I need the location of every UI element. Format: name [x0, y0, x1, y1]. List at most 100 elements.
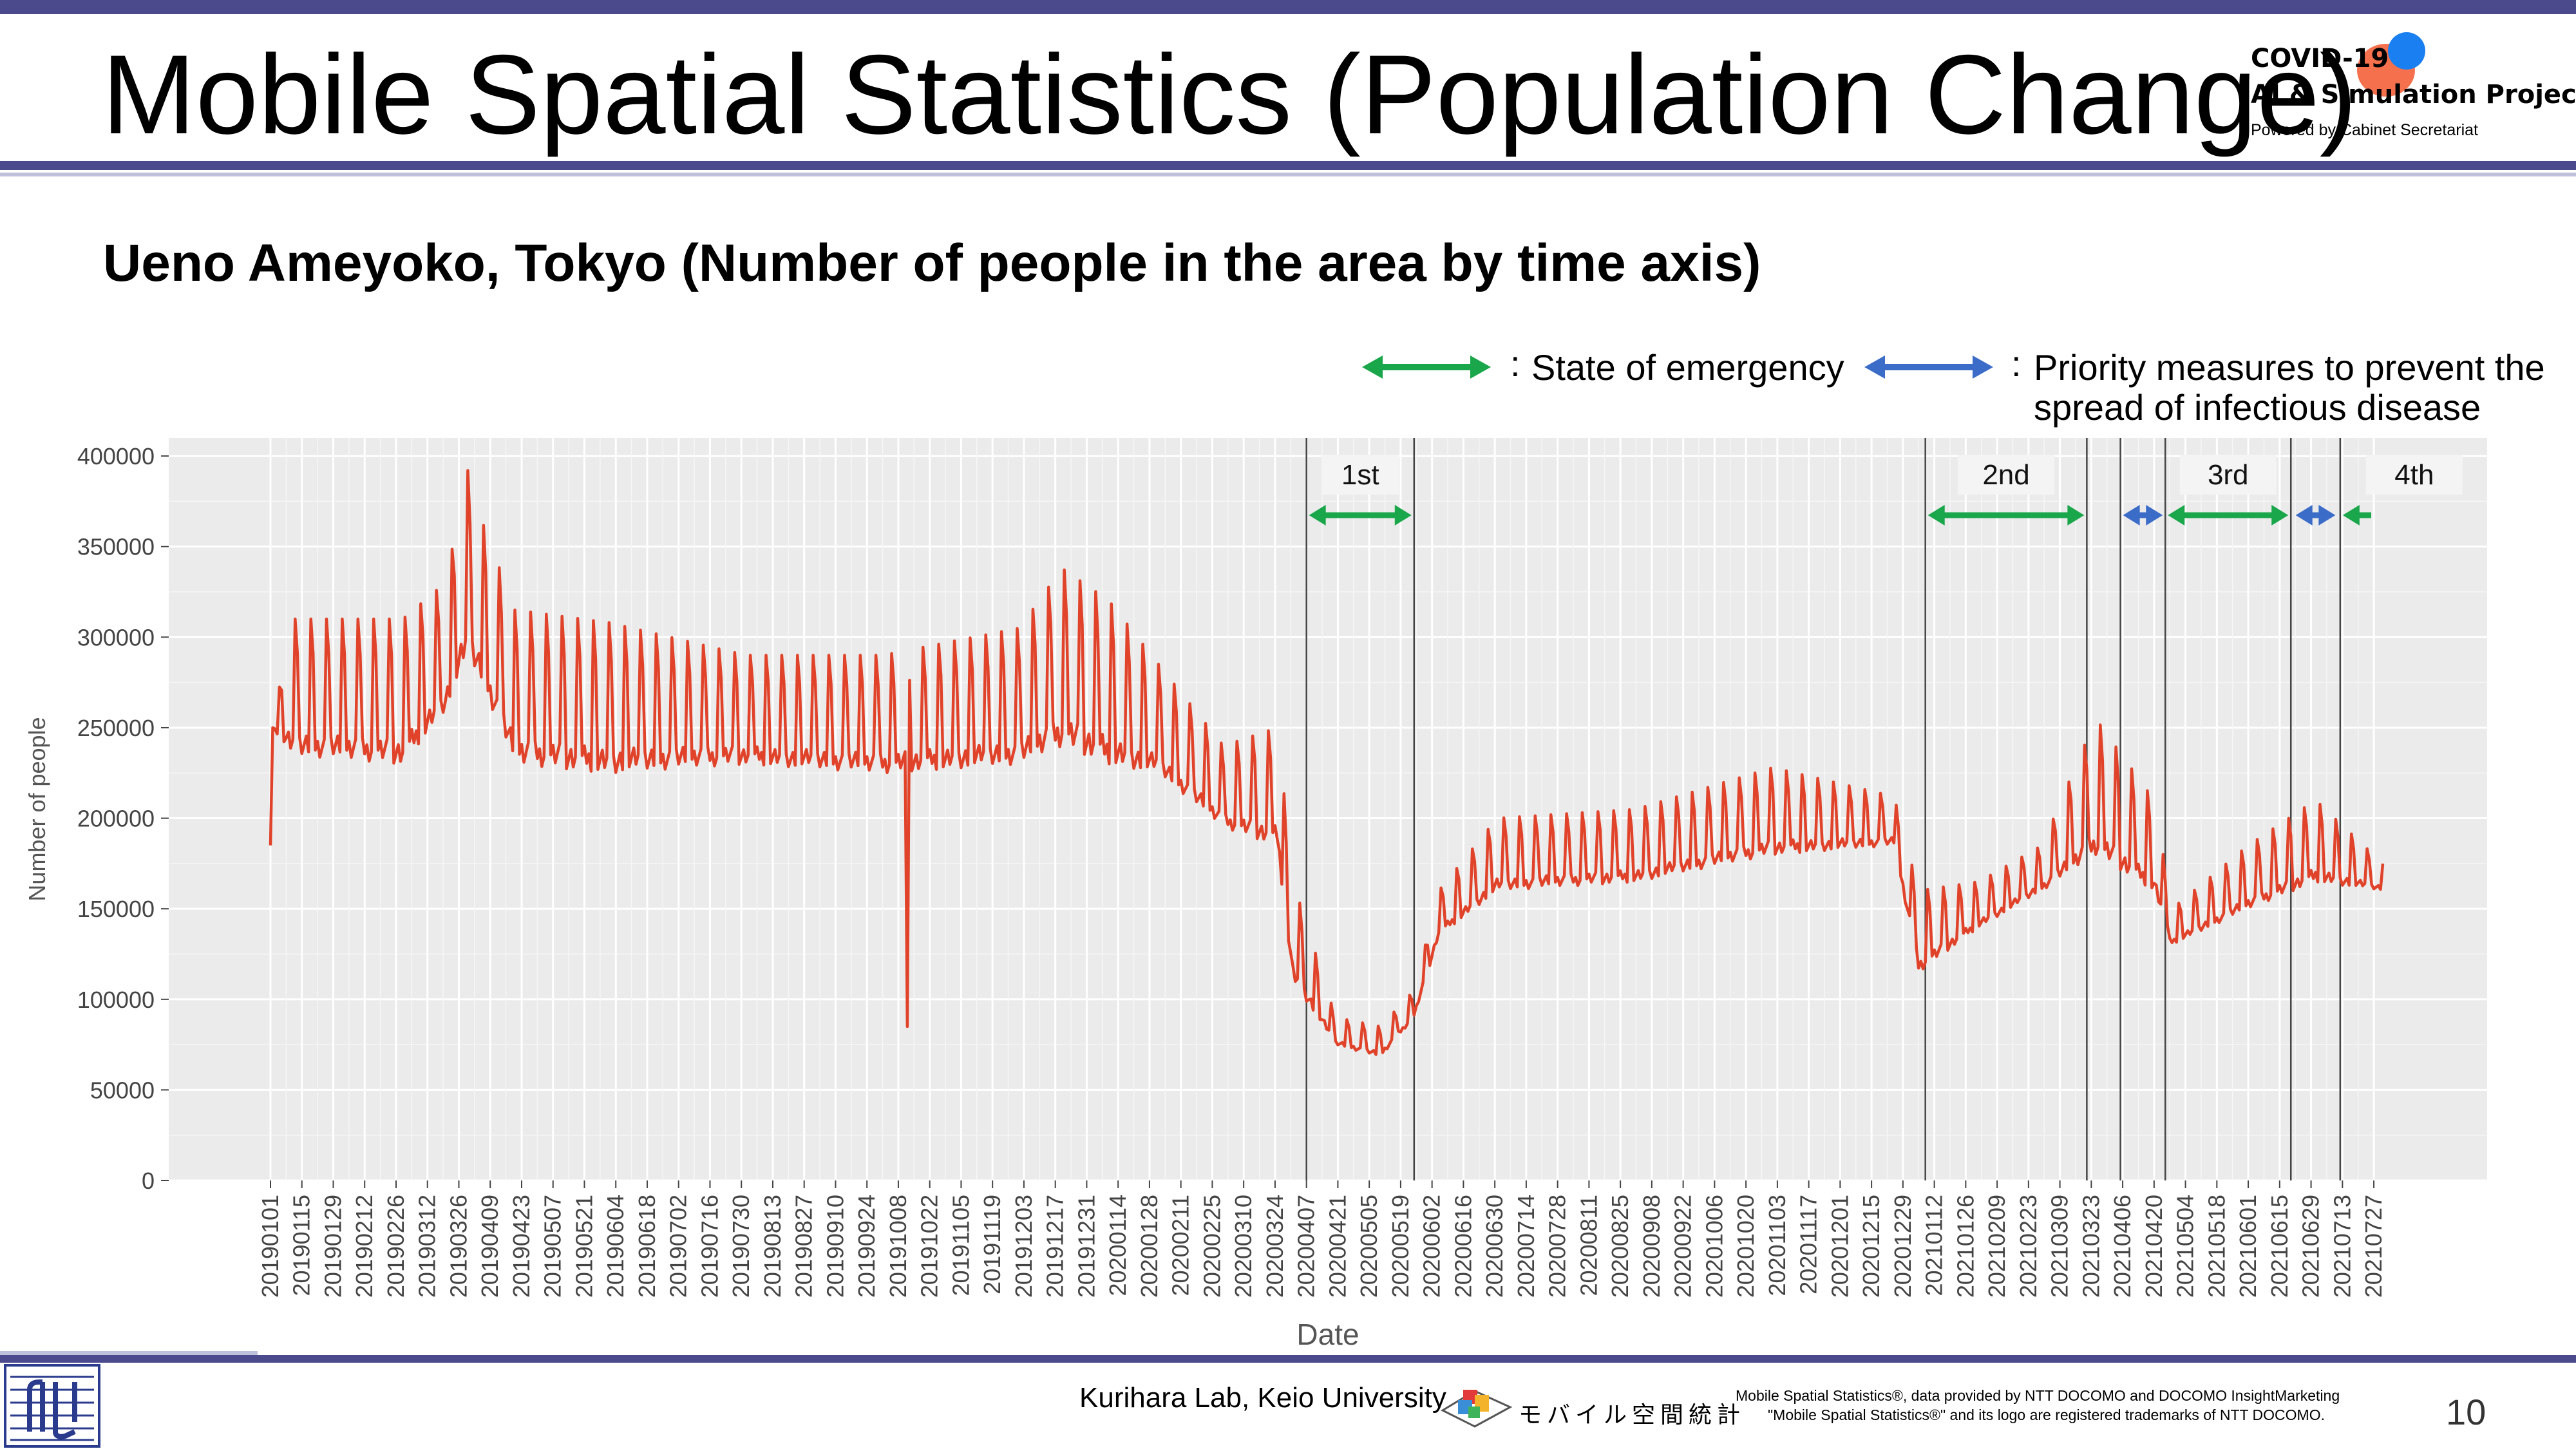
- phase-label-box: [2179, 455, 2277, 495]
- phase-arrow-head-left: [1309, 505, 1326, 526]
- x-axis-label: Date: [1296, 1318, 1359, 1351]
- x-tick-label: 20200505: [1356, 1195, 1382, 1298]
- x-tick-label: 20190226: [383, 1195, 409, 1298]
- phase-arrow-head-right: [2271, 505, 2289, 526]
- phase-arrow-3rd: [2168, 505, 2289, 526]
- logo-line-2: AI & Simulation Project: [2251, 80, 2576, 109]
- x-tick-label: 20190129: [319, 1195, 346, 1298]
- x-tick-label: 20210504: [2172, 1195, 2199, 1298]
- phase-label-3rd: 3rd: [2208, 459, 2249, 491]
- phase-arrow-priority: [2123, 505, 2163, 526]
- x-tick-label: 20200811: [1575, 1195, 1602, 1296]
- legend-colon-1: :: [1510, 343, 1520, 384]
- x-tick-label: 20210713: [2329, 1195, 2355, 1298]
- title-underline: [0, 161, 2576, 170]
- legend-priority-label-1: Priority measures to prevent the: [2034, 347, 2545, 388]
- x-tick-label: 20210323: [2078, 1195, 2104, 1298]
- priority-arrow-icon: [1864, 355, 1993, 379]
- y-axis: 0 50000 100000 150000 200000 250000 300000 3500…: [77, 443, 169, 1194]
- x-tick-label: 20201201: [1826, 1195, 1853, 1298]
- x-tick-label: 20200728: [1544, 1195, 1571, 1298]
- y-tick-label: 350000: [77, 534, 155, 560]
- title-underline-light: [0, 173, 2576, 176]
- x-tick-label: 20200407: [1293, 1195, 1320, 1298]
- x-tick-label: 20200714: [1513, 1195, 1539, 1298]
- legend-priority-label-2: spread of infectious disease: [2034, 387, 2481, 428]
- x-tick-label: 20190827: [791, 1195, 817, 1298]
- x-tick-label: 20200908: [1638, 1195, 1665, 1298]
- x-tick-label: 20210601: [2235, 1195, 2261, 1298]
- y-axis-label: Number of people: [24, 717, 50, 901]
- emergency-arrow-icon: [1362, 355, 1491, 379]
- x-tick-label: 20201006: [1701, 1195, 1727, 1298]
- x-tick-label: 20200225: [1198, 1195, 1225, 1298]
- phase-markers: 1st 2nd 3rd 4th: [1305, 438, 2463, 1180]
- x-tick-label: 20200324: [1262, 1195, 1288, 1298]
- logo-line-3: Powered by Cabinet Secretariat: [2251, 121, 2478, 139]
- mobile-spatial-statistics-jp: モバイル空間統計: [1519, 1402, 1746, 1428]
- x-tick-label: 20201215: [1858, 1195, 1884, 1298]
- x-tick-label: 20191022: [916, 1195, 943, 1298]
- phase-arrow-priority: [2295, 505, 2336, 526]
- x-tick-label: 20191217: [1042, 1195, 1068, 1298]
- phase-label-box: [2365, 455, 2463, 495]
- y-tick-label: 50000: [90, 1077, 155, 1103]
- phase-arrow-head-right: [1394, 505, 1412, 526]
- x-tick-label: 20191231: [1073, 1195, 1099, 1298]
- x-tick-label: 20210615: [2266, 1195, 2293, 1298]
- phase-arrow-head-left: [2342, 505, 2360, 526]
- footer-bar-light: [0, 1351, 258, 1355]
- x-tick-label: 20190312: [414, 1195, 440, 1298]
- phase-label-1st: 1st: [1341, 459, 1379, 491]
- y-tick-label: 300000: [77, 624, 155, 650]
- phase-label-box: [1958, 455, 2055, 495]
- x-tick-label: 20201103: [1764, 1195, 1790, 1296]
- x-tick-label: 20191119: [979, 1195, 1005, 1294]
- x-tick-label: 20190521: [571, 1195, 597, 1298]
- lab-name: Kurihara Lab, Keio University: [1079, 1382, 1446, 1414]
- phase-arrow-head-right: [2146, 505, 2163, 526]
- x-tick-label: 20190813: [759, 1195, 786, 1298]
- footer-bar: [0, 1355, 2576, 1363]
- x-tick-label: 20200630: [1481, 1195, 1508, 1298]
- x-tick-label: 20200922: [1670, 1195, 1696, 1298]
- phase-arrow-2nd: [1927, 505, 2085, 526]
- x-tick-label: 20210406: [2109, 1195, 2136, 1298]
- x-tick-label: 20201229: [1889, 1195, 1916, 1298]
- phase-arrow-head-right: [2318, 505, 2336, 526]
- x-tick-label: 20210209: [1984, 1195, 2010, 1298]
- legend-colon-2: :: [2011, 343, 2022, 384]
- page-number: 10: [2446, 1392, 2486, 1432]
- x-tick-label: 20210518: [2203, 1195, 2230, 1298]
- logo-line-1: COVID-19: [2251, 44, 2389, 73]
- x-tick-label: 20210420: [2141, 1195, 2167, 1298]
- legend-emergency-label: State of emergency: [1531, 347, 1844, 388]
- x-axis: 20190101 20190115 20190129 20190212 20190226…: [257, 1180, 2387, 1298]
- x-tick-label: 20190604: [602, 1195, 629, 1298]
- x-tick-label: 20210629: [2298, 1195, 2324, 1298]
- phase-arrow-head-right: [2067, 505, 2085, 526]
- x-tick-label: 20200519: [1387, 1195, 1414, 1298]
- x-tick-label: 20191105: [947, 1195, 974, 1296]
- x-tick-label: 20190212: [351, 1195, 377, 1298]
- phase-arrow-head-left: [2295, 505, 2313, 526]
- x-tick-label: 20190409: [477, 1195, 503, 1298]
- y-tick-label: 150000: [77, 896, 155, 922]
- x-tick-label: 20190326: [445, 1195, 471, 1298]
- mobile-spatial-statistics-logo-icon: [1440, 1390, 1513, 1428]
- x-tick-label: 20210223: [2015, 1195, 2041, 1298]
- x-tick-label: 20201020: [1732, 1195, 1759, 1298]
- x-tick-label: 20201117: [1795, 1195, 1822, 1294]
- x-tick-label: 20200616: [1450, 1195, 1476, 1298]
- logo-blue-circle-icon: [2388, 32, 2425, 70]
- x-tick-label: 20200421: [1324, 1195, 1350, 1298]
- x-tick-label: 20200825: [1607, 1195, 1633, 1298]
- x-tick-label: 20200114: [1104, 1195, 1131, 1296]
- plot-background: [169, 438, 2487, 1180]
- x-tick-label: 20200211: [1168, 1195, 1194, 1296]
- x-tick-label: 20190910: [822, 1195, 848, 1298]
- y-tick-label: 0: [142, 1168, 155, 1194]
- chart-subtitle: Ueno Ameyoko, Tokyo (Number of people in…: [103, 234, 1761, 292]
- x-tick-label: 20190101: [257, 1195, 283, 1298]
- y-tick-label: 100000: [77, 987, 155, 1013]
